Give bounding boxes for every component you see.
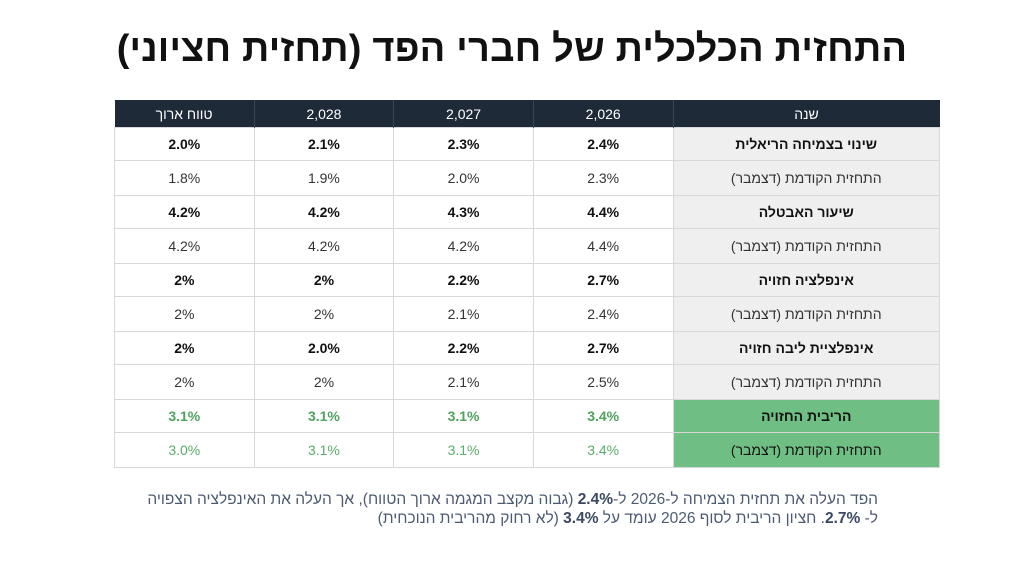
- table-row-real-growth: שינוי בצמיחה הריאלית 2.4% 2.3% 2.1% 2.0%: [114, 127, 940, 161]
- cell-value: 2%: [114, 296, 255, 332]
- table-row-interest-rate: הריבית החזויה 3.4% 3.1% 3.1% 3.1%: [114, 399, 940, 433]
- table-row-real-growth-previous: התחזית הקודמת (דצמבר) 2.3% 2.0% 1.9% 1.8…: [114, 160, 940, 196]
- table-row-core-inflation: אינפלציית ליבה חזויה 2.7% 2.2% 2.0% 2%: [114, 331, 940, 365]
- footnote-rate-value: 3.4%: [563, 510, 599, 527]
- cell-value: 2.0%: [114, 127, 255, 161]
- row-label: אינפלציית ליבה חזויה: [672, 331, 940, 365]
- cell-value: 2%: [114, 331, 255, 365]
- cell-value: 1.8%: [114, 160, 255, 196]
- cell-value: 4.2%: [393, 228, 534, 264]
- cell-value: 3.1%: [253, 399, 395, 433]
- cell-value: 4.4%: [532, 195, 674, 229]
- cell-value: 2.4%: [532, 296, 674, 332]
- cell-value: 2.2%: [393, 263, 534, 297]
- cell-value: 2%: [114, 364, 255, 400]
- footnote-text: (גבוה מקצב המגמה ארוך הטווח), אך העלה את…: [147, 491, 878, 527]
- row-label: התחזית הקודמת (דצמבר): [672, 228, 940, 264]
- cell-value: 2.1%: [393, 296, 534, 332]
- forecast-table: שנה 2,026 2,027 2,028 טווח ארוך שינוי בצ…: [114, 100, 940, 468]
- cell-value: 3.4%: [532, 399, 674, 433]
- footnote-text: הפד העלה את תחזית הצמיחה ל-2026 ל-: [613, 491, 878, 508]
- cell-value: 2.1%: [253, 127, 395, 161]
- cell-value: 2.2%: [393, 331, 534, 365]
- table-row-inflation: אינפלציה חזויה 2.7% 2.2% 2% 2%: [114, 263, 940, 297]
- cell-value: 2.0%: [253, 331, 395, 365]
- cell-value: 2.3%: [393, 127, 534, 161]
- cell-value: 2%: [114, 263, 255, 297]
- cell-value: 4.2%: [253, 228, 395, 264]
- row-label: שיעור האבטלה: [672, 195, 940, 229]
- cell-value: 3.0%: [114, 432, 255, 468]
- column-header-2027: 2,027: [393, 100, 534, 128]
- summary-footnote: הפד העלה את תחזית הצמיחה ל-2026 ל-2.4% (…: [130, 490, 878, 528]
- cell-value: 2.0%: [393, 160, 534, 196]
- cell-value: 3.1%: [393, 432, 534, 468]
- cell-value: 3.1%: [114, 399, 255, 433]
- column-header-2026: 2,026: [532, 100, 673, 128]
- row-label: התחזית הקודמת (דצמבר): [672, 432, 940, 468]
- footnote-growth-value: 2.4%: [577, 491, 614, 508]
- footnote-text: . חציון הריבית לסוף 2026 עומד על: [598, 510, 825, 527]
- cell-value: 2.7%: [532, 331, 674, 365]
- row-label: התחזית הקודמת (דצמבר): [672, 364, 940, 400]
- cell-value: 4.2%: [253, 195, 395, 229]
- table-row-core-inflation-previous: התחזית הקודמת (דצמבר) 2.5% 2.1% 2% 2%: [114, 364, 940, 400]
- cell-value: 4.3%: [393, 195, 534, 229]
- table-row-unemployment: שיעור האבטלה 4.4% 4.3% 4.2% 4.2%: [114, 195, 940, 229]
- cell-value: 2.3%: [532, 160, 674, 196]
- row-label: שינוי בצמיחה הריאלית: [672, 127, 940, 161]
- cell-value: 2.7%: [532, 263, 674, 297]
- column-header-long-run: טווח ארוך: [114, 100, 255, 128]
- cell-value: 4.2%: [114, 195, 255, 229]
- cell-value: 2%: [253, 263, 395, 297]
- cell-value: 3.1%: [253, 432, 395, 468]
- footnote-text: (לא רחוק מהריבית הנוכחית): [377, 510, 564, 527]
- cell-value: 2.5%: [532, 364, 674, 400]
- table-row-unemployment-previous: התחזית הקודמת (דצמבר) 4.4% 4.2% 4.2% 4.2…: [114, 228, 940, 264]
- row-label: התחזית הקודמת (דצמבר): [672, 296, 940, 332]
- row-label: התחזית הקודמת (דצמבר): [672, 160, 940, 196]
- cell-value: 3.1%: [393, 399, 534, 433]
- row-label: הריבית החזויה: [672, 399, 940, 433]
- cell-value: 1.9%: [253, 160, 395, 196]
- table-row-interest-rate-previous: התחזית הקודמת (דצמבר) 3.4% 3.1% 3.1% 3.0…: [114, 432, 940, 468]
- cell-value: 4.2%: [114, 228, 255, 264]
- page-title: התחזית הכלכלית של חברי הפד (תחזית חציוני…: [116, 28, 908, 70]
- table-row-inflation-previous: התחזית הקודמת (דצמבר) 2.4% 2.1% 2% 2%: [114, 296, 940, 332]
- cell-value: 2.1%: [393, 364, 534, 400]
- table-header-row: שנה 2,026 2,027 2,028 טווח ארוך: [114, 100, 940, 128]
- column-header-year: שנה: [672, 100, 940, 128]
- row-label: אינפלציה חזויה: [672, 263, 940, 297]
- footnote-inflation-value: 2.7%: [824, 510, 861, 527]
- cell-value: 2%: [253, 364, 395, 400]
- cell-value: 2.4%: [532, 127, 674, 161]
- cell-value: 2%: [253, 296, 395, 332]
- column-header-2028: 2,028: [253, 100, 394, 128]
- cell-value: 4.4%: [532, 228, 674, 264]
- cell-value: 3.4%: [532, 432, 674, 468]
